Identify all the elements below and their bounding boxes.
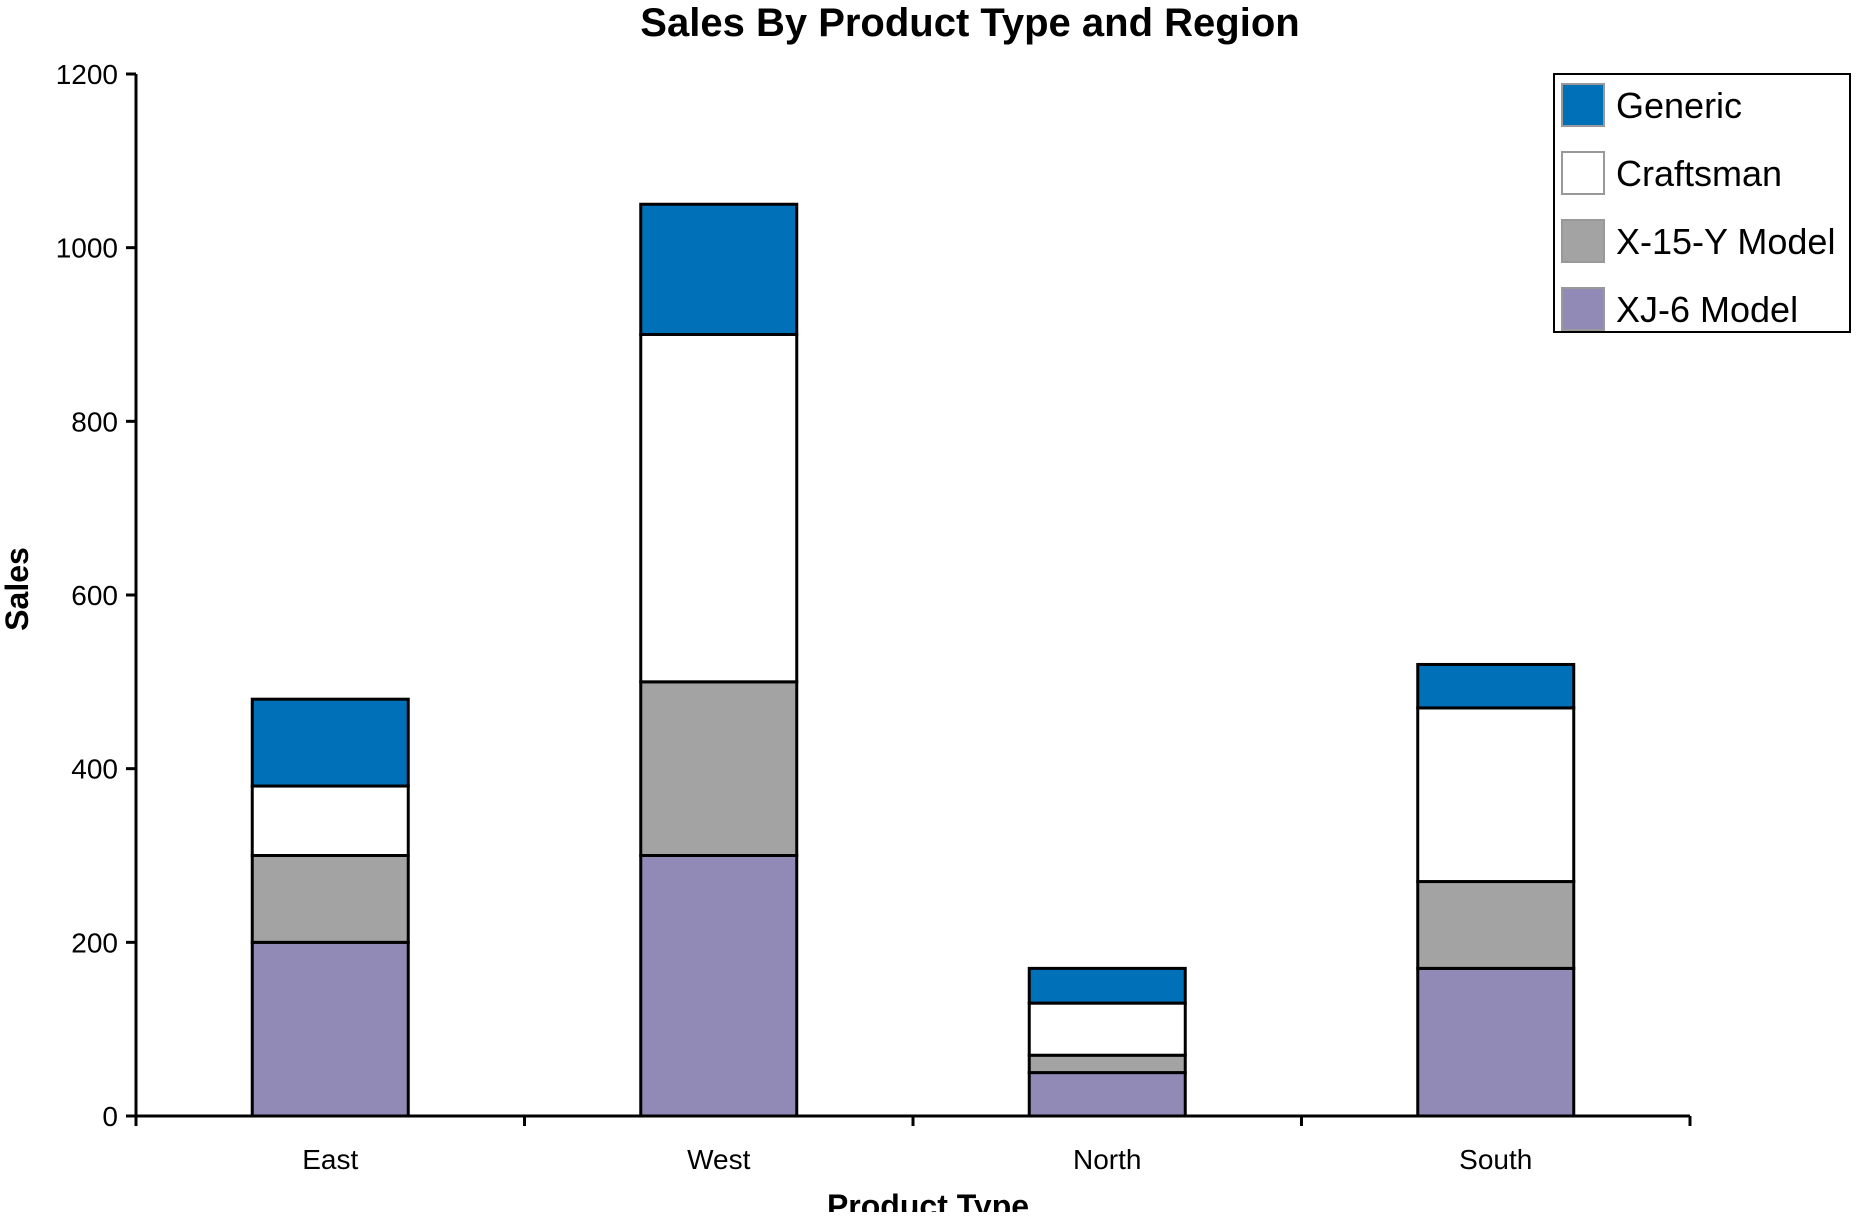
- x-tick-label: West: [687, 1144, 750, 1175]
- bar-segment-east-xj-6-model: [250, 940, 410, 1118]
- bar-segment-east-generic: [250, 697, 410, 788]
- legend-label-x-15-y-model: X-15-Y Model: [1616, 221, 1835, 262]
- legend-swatch-xj-6-model: [1561, 287, 1605, 331]
- x-tick-label: East: [302, 1144, 358, 1175]
- y-tick-label: 600: [71, 580, 118, 611]
- bar-segment-east-craftsman: [250, 784, 410, 857]
- y-tick-label: 1200: [56, 59, 118, 90]
- legend-label-xj-6-model: XJ-6 Model: [1616, 289, 1798, 330]
- bar-segment-south-x-15-y-model: [1416, 880, 1576, 970]
- legend-swatch-x-15-y-model: [1561, 219, 1605, 263]
- bar-segment-north-x-15-y-model: [1027, 1053, 1187, 1075]
- bar-segment-west-craftsman: [639, 333, 799, 684]
- legend-swatch-generic: [1561, 83, 1605, 127]
- y-axis-title: Sales: [0, 547, 35, 631]
- legend: Generic Craftsman X-15-Y Model XJ-6 Model: [1553, 73, 1851, 333]
- bar-segment-west-generic: [639, 202, 799, 336]
- y-tick-label: 800: [71, 406, 118, 437]
- bar-segment-west-x-15-y-model: [639, 680, 799, 857]
- y-tick-label: 1000: [56, 233, 118, 264]
- bar-segment-north-craftsman: [1027, 1001, 1187, 1057]
- bar-segment-north-xj-6-model: [1027, 1071, 1187, 1118]
- bar-segment-south-generic: [1416, 662, 1576, 710]
- y-tick-label: 200: [71, 927, 118, 958]
- plot-area: 0 200 400 600 800 1000 1200 East West North South: [56, 59, 1692, 1175]
- bar-segment-north-generic: [1027, 966, 1187, 1005]
- x-tick-label: South: [1459, 1144, 1532, 1175]
- bar-segment-west-xj-6-model: [639, 854, 799, 1118]
- y-tick-label: 0: [102, 1101, 118, 1132]
- bar-segment-east-x-15-y-model: [250, 854, 410, 944]
- y-tick-label: 400: [71, 754, 118, 785]
- chart-title: Sales By Product Type and Region: [640, 1, 1299, 45]
- bar-segment-south-xj-6-model: [1416, 966, 1576, 1118]
- x-tick-label: North: [1073, 1144, 1141, 1175]
- legend-label-craftsman: Craftsman: [1616, 153, 1782, 194]
- x-axis-title: Product Type: [827, 1188, 1029, 1212]
- legend-label-generic: Generic: [1616, 85, 1742, 126]
- legend-swatch-craftsman: [1561, 151, 1605, 195]
- bar-segment-south-craftsman: [1416, 706, 1576, 884]
